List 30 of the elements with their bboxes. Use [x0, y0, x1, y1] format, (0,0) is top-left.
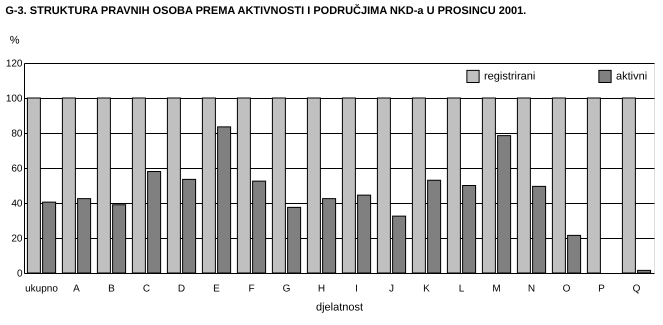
- x-tick-label: H: [318, 284, 326, 294]
- chart-title: G-3. STRUKTURA PRAVNIH OSOBA PREMA AKTIVNOSTI I PODRUČJIMA NKD-a U PROSINCU 2001.: [5, 4, 526, 17]
- y-tick-label: 80: [11, 128, 23, 140]
- y-tick-label: 40: [11, 198, 23, 210]
- y-tick-label: 100: [6, 94, 23, 104]
- x-tick-label: K: [423, 284, 430, 294]
- y-tick-label: 120: [6, 58, 23, 70]
- x-tick-label: Q: [632, 284, 641, 294]
- x-tick-label: L: [458, 284, 465, 294]
- x-tick-label: G: [282, 284, 291, 294]
- y-tick-label: 0: [16, 268, 23, 280]
- x-axis-title: djelatnost: [316, 302, 364, 314]
- x-tick-label: J: [389, 284, 394, 294]
- x-tick-label: D: [178, 284, 186, 294]
- x-tick-label: A: [73, 284, 80, 294]
- legend-label: registrirani: [484, 70, 536, 82]
- x-tick-label: E: [213, 284, 220, 294]
- x-tick-label: I: [355, 284, 358, 294]
- y-axis-title: %: [10, 34, 20, 46]
- x-tick-label: ukupno: [25, 284, 58, 294]
- y-tick-label: 60: [11, 164, 23, 174]
- x-tick-label: N: [528, 284, 536, 294]
- x-tick-label: C: [142, 284, 150, 294]
- x-tick-label: P: [598, 284, 606, 294]
- x-tick-label: F: [248, 284, 255, 294]
- x-tick-label: O: [562, 284, 571, 294]
- x-tick-label: M: [492, 284, 501, 294]
- legend-label: aktivni: [616, 70, 648, 82]
- y-tick-label: 20: [11, 234, 23, 244]
- x-tick-label: B: [108, 284, 116, 294]
